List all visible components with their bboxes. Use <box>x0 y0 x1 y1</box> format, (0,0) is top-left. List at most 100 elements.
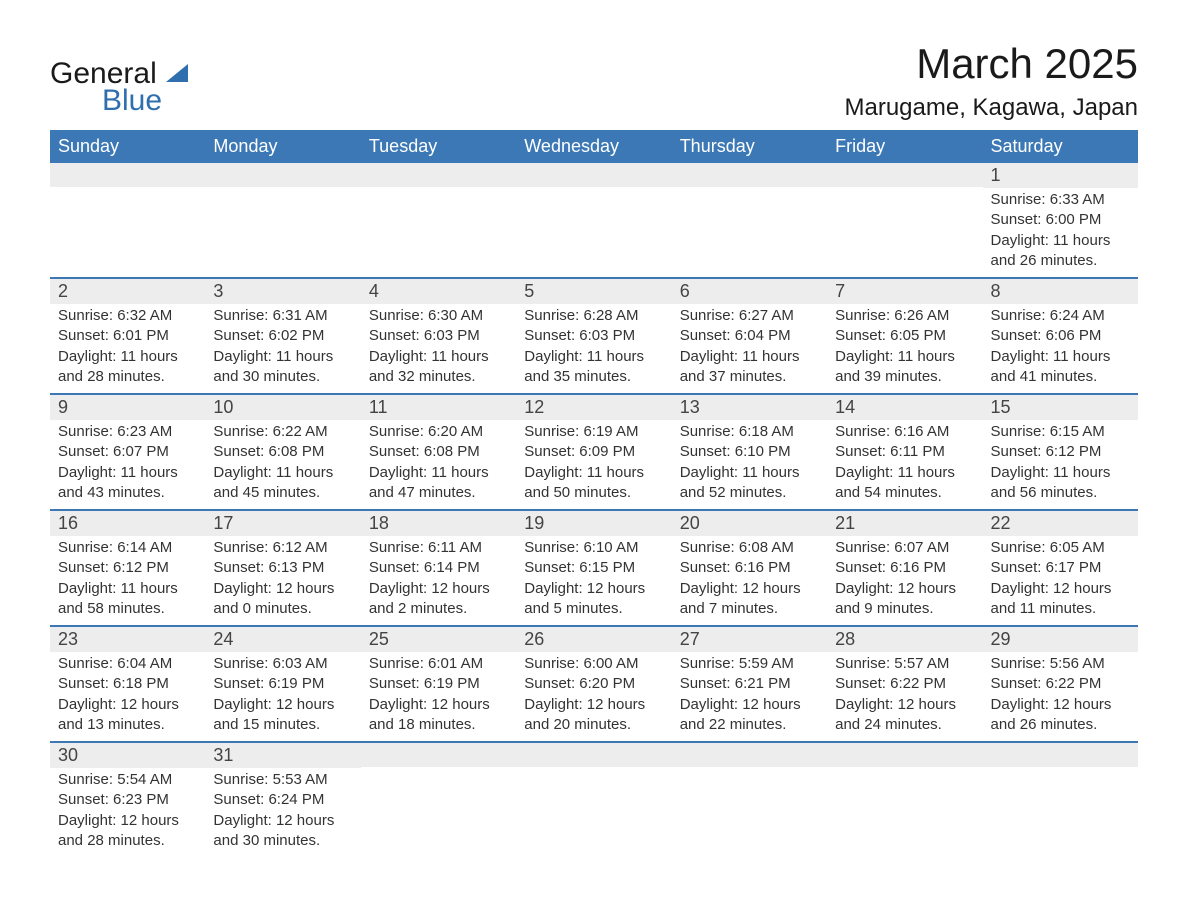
day-number: 10 <box>205 395 360 420</box>
day-details: Sunrise: 6:32 AMSunset: 6:01 PMDaylight:… <box>50 304 205 393</box>
day-number: 3 <box>205 279 360 304</box>
day-detail-line: Sunset: 6:18 PM <box>58 674 197 694</box>
calendar-cell: 30Sunrise: 5:54 AMSunset: 6:23 PMDayligh… <box>50 742 205 857</box>
calendar-cell: 7Sunrise: 6:26 AMSunset: 6:05 PMDaylight… <box>827 278 982 394</box>
day-detail-line: Sunset: 6:04 PM <box>680 326 819 346</box>
calendar-cell: 8Sunrise: 6:24 AMSunset: 6:06 PMDaylight… <box>983 278 1138 394</box>
calendar-week-row: 1Sunrise: 6:33 AMSunset: 6:00 PMDaylight… <box>50 163 1138 278</box>
day-number: 8 <box>983 279 1138 304</box>
day-detail-line: Sunset: 6:05 PM <box>835 326 974 346</box>
day-detail-line: Daylight: 11 hours and 26 minutes. <box>991 231 1130 272</box>
day-number: 31 <box>205 743 360 768</box>
day-detail-line: Daylight: 11 hours and 28 minutes. <box>58 347 197 388</box>
day-details: Sunrise: 6:11 AMSunset: 6:14 PMDaylight:… <box>361 536 516 625</box>
day-detail-line: Sunrise: 6:26 AM <box>835 306 974 326</box>
day-details: Sunrise: 6:33 AMSunset: 6:00 PMDaylight:… <box>983 188 1138 277</box>
day-details: Sunrise: 5:54 AMSunset: 6:23 PMDaylight:… <box>50 768 205 857</box>
day-detail-line: Sunrise: 5:53 AM <box>213 770 352 790</box>
day-details <box>672 187 827 195</box>
calendar-cell: 23Sunrise: 6:04 AMSunset: 6:18 PMDayligh… <box>50 626 205 742</box>
day-detail-line: Sunrise: 6:03 AM <box>213 654 352 674</box>
day-detail-line: Sunrise: 6:18 AM <box>680 422 819 442</box>
day-detail-line: Sunrise: 6:27 AM <box>680 306 819 326</box>
day-details: Sunrise: 6:30 AMSunset: 6:03 PMDaylight:… <box>361 304 516 393</box>
day-detail-line: Sunrise: 6:31 AM <box>213 306 352 326</box>
calendar-cell: 20Sunrise: 6:08 AMSunset: 6:16 PMDayligh… <box>672 510 827 626</box>
day-detail-line: Sunrise: 6:00 AM <box>524 654 663 674</box>
day-detail-line: Sunset: 6:08 PM <box>369 442 508 462</box>
day-detail-line: Daylight: 12 hours and 0 minutes. <box>213 579 352 620</box>
day-detail-line: Daylight: 11 hours and 41 minutes. <box>991 347 1130 388</box>
calendar-cell <box>50 163 205 278</box>
weekday-header: Sunday <box>50 130 205 163</box>
calendar-cell: 21Sunrise: 6:07 AMSunset: 6:16 PMDayligh… <box>827 510 982 626</box>
day-number: 28 <box>827 627 982 652</box>
day-number: 2 <box>50 279 205 304</box>
weekday-header: Tuesday <box>361 130 516 163</box>
day-detail-line: Sunrise: 6:24 AM <box>991 306 1130 326</box>
day-details: Sunrise: 6:18 AMSunset: 6:10 PMDaylight:… <box>672 420 827 509</box>
calendar-cell: 3Sunrise: 6:31 AMSunset: 6:02 PMDaylight… <box>205 278 360 394</box>
day-number <box>827 163 982 187</box>
day-details <box>827 767 982 775</box>
calendar-week-row: 9Sunrise: 6:23 AMSunset: 6:07 PMDaylight… <box>50 394 1138 510</box>
day-detail-line: Sunset: 6:23 PM <box>58 790 197 810</box>
calendar-week-row: 2Sunrise: 6:32 AMSunset: 6:01 PMDaylight… <box>50 278 1138 394</box>
day-detail-line: Sunrise: 6:33 AM <box>991 190 1130 210</box>
day-number: 22 <box>983 511 1138 536</box>
day-detail-line: Sunset: 6:19 PM <box>213 674 352 694</box>
day-detail-line: Sunset: 6:22 PM <box>835 674 974 694</box>
day-details: Sunrise: 5:57 AMSunset: 6:22 PMDaylight:… <box>827 652 982 741</box>
day-detail-line: Daylight: 11 hours and 45 minutes. <box>213 463 352 504</box>
day-details: Sunrise: 6:14 AMSunset: 6:12 PMDaylight:… <box>50 536 205 625</box>
day-detail-line: Sunset: 6:03 PM <box>369 326 508 346</box>
day-detail-line: Daylight: 12 hours and 26 minutes. <box>991 695 1130 736</box>
day-detail-line: Sunrise: 6:05 AM <box>991 538 1130 558</box>
day-detail-line: Sunrise: 6:19 AM <box>524 422 663 442</box>
day-detail-line: Sunrise: 6:11 AM <box>369 538 508 558</box>
day-detail-line: Daylight: 11 hours and 58 minutes. <box>58 579 197 620</box>
day-detail-line: Daylight: 11 hours and 39 minutes. <box>835 347 974 388</box>
calendar-cell <box>672 742 827 857</box>
day-number: 18 <box>361 511 516 536</box>
calendar-cell: 17Sunrise: 6:12 AMSunset: 6:13 PMDayligh… <box>205 510 360 626</box>
day-detail-line: Sunset: 6:14 PM <box>369 558 508 578</box>
day-detail-line: Sunrise: 5:54 AM <box>58 770 197 790</box>
weekday-header: Saturday <box>983 130 1138 163</box>
day-detail-line: Sunset: 6:20 PM <box>524 674 663 694</box>
day-number <box>516 743 671 767</box>
day-detail-line: Sunset: 6:01 PM <box>58 326 197 346</box>
calendar-cell: 13Sunrise: 6:18 AMSunset: 6:10 PMDayligh… <box>672 394 827 510</box>
day-details <box>361 187 516 195</box>
day-details: Sunrise: 6:00 AMSunset: 6:20 PMDaylight:… <box>516 652 671 741</box>
day-detail-line: Daylight: 11 hours and 30 minutes. <box>213 347 352 388</box>
day-number: 1 <box>983 163 1138 188</box>
day-number: 16 <box>50 511 205 536</box>
day-detail-line: Sunset: 6:16 PM <box>835 558 974 578</box>
day-detail-line: Sunset: 6:00 PM <box>991 210 1130 230</box>
day-detail-line: Sunrise: 5:57 AM <box>835 654 974 674</box>
day-detail-line: Sunset: 6:19 PM <box>369 674 508 694</box>
day-details: Sunrise: 6:22 AMSunset: 6:08 PMDaylight:… <box>205 420 360 509</box>
day-detail-line: Sunset: 6:24 PM <box>213 790 352 810</box>
calendar-cell: 12Sunrise: 6:19 AMSunset: 6:09 PMDayligh… <box>516 394 671 510</box>
day-number: 7 <box>827 279 982 304</box>
day-detail-line: Sunrise: 6:30 AM <box>369 306 508 326</box>
day-detail-line: Daylight: 12 hours and 7 minutes. <box>680 579 819 620</box>
day-number <box>361 743 516 767</box>
day-detail-line: Daylight: 11 hours and 54 minutes. <box>835 463 974 504</box>
day-detail-line: Sunrise: 6:07 AM <box>835 538 974 558</box>
day-detail-line: Sunrise: 6:20 AM <box>369 422 508 442</box>
logo: General Blue <box>50 60 188 114</box>
calendar-cell: 1Sunrise: 6:33 AMSunset: 6:00 PMDaylight… <box>983 163 1138 278</box>
day-detail-line: Daylight: 12 hours and 24 minutes. <box>835 695 974 736</box>
day-detail-line: Daylight: 12 hours and 18 minutes. <box>369 695 508 736</box>
calendar-cell: 19Sunrise: 6:10 AMSunset: 6:15 PMDayligh… <box>516 510 671 626</box>
day-details: Sunrise: 6:28 AMSunset: 6:03 PMDaylight:… <box>516 304 671 393</box>
day-number: 17 <box>205 511 360 536</box>
day-number: 9 <box>50 395 205 420</box>
day-detail-line: Sunset: 6:17 PM <box>991 558 1130 578</box>
calendar-cell: 18Sunrise: 6:11 AMSunset: 6:14 PMDayligh… <box>361 510 516 626</box>
weekday-header-row: Sunday Monday Tuesday Wednesday Thursday… <box>50 130 1138 163</box>
calendar-cell: 5Sunrise: 6:28 AMSunset: 6:03 PMDaylight… <box>516 278 671 394</box>
